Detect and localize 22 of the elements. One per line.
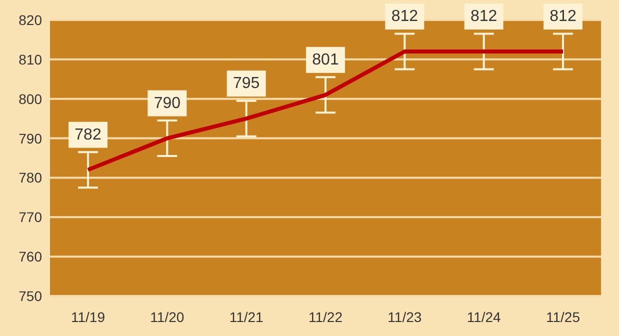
x-tick-label: 11/24 <box>466 308 502 325</box>
x-tick-label: 11/19 <box>71 308 106 325</box>
x-tick-label: 11/22 <box>308 308 343 325</box>
data-label: 790 <box>154 94 181 112</box>
y-tick-label: 760 <box>18 248 42 265</box>
y-tick-label: 770 <box>18 209 42 226</box>
x-tick-label: 11/21 <box>229 308 264 325</box>
data-label: 812 <box>550 8 576 26</box>
data-label: 812 <box>391 8 418 26</box>
y-tick-label: 750 <box>18 288 42 304</box>
y-tick-label: 780 <box>18 170 42 186</box>
y-tick-label: 800 <box>18 90 42 107</box>
data-label: 812 <box>470 8 498 26</box>
data-label: 795 <box>232 75 260 92</box>
x-tick-label: 11/20 <box>150 308 184 325</box>
data-label: 801 <box>312 51 339 68</box>
y-tick-label: 810 <box>18 51 42 68</box>
x-tick-label: 11/25 <box>546 308 580 325</box>
data-label: 782 <box>74 126 102 144</box>
y-tick-label: 790 <box>18 130 42 146</box>
y-tick-label: 820 <box>18 12 42 28</box>
x-tick-label: 11/23 <box>388 308 422 325</box>
